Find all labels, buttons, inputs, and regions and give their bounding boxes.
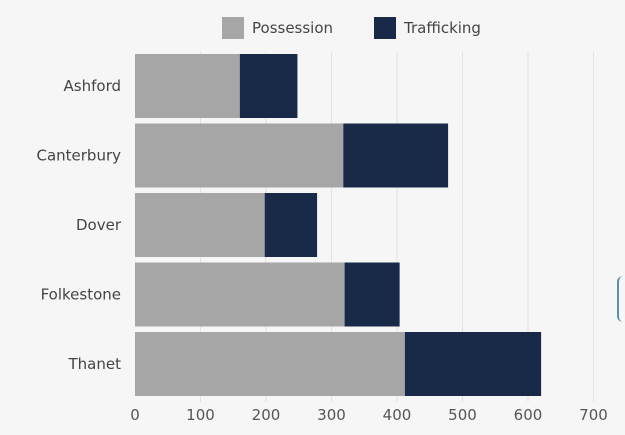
legend-label-possession: Possession xyxy=(252,19,333,37)
category-label-ashford: Ashford xyxy=(64,77,121,95)
x-tick-label-500: 500 xyxy=(448,406,477,424)
bar-possession-dover xyxy=(135,193,265,257)
legend: Possession Trafficking xyxy=(222,17,481,39)
bar-trafficking-canterbury xyxy=(343,123,449,188)
bar-possession-canterbury xyxy=(135,123,344,188)
category-label-canterbury: Canterbury xyxy=(36,147,121,165)
x-tick-label-600: 600 xyxy=(514,406,543,424)
edge-decoration xyxy=(617,276,625,322)
bars xyxy=(135,54,542,396)
x-tick-label-0: 0 xyxy=(130,406,140,424)
legend-swatch-possession xyxy=(222,17,244,39)
legend-swatch-trafficking xyxy=(374,17,396,39)
x-tick-label-700: 700 xyxy=(579,406,608,424)
bar-trafficking-dover xyxy=(264,193,318,257)
legend-label-trafficking: Trafficking xyxy=(403,19,481,37)
bar-trafficking-thanet xyxy=(404,332,542,396)
bar-trafficking-folkestone xyxy=(344,262,400,327)
bar-possession-thanet xyxy=(135,332,405,396)
x-tick-label-200: 200 xyxy=(252,406,281,424)
category-label-folkestone: Folkestone xyxy=(41,286,121,304)
bar-possession-folkestone xyxy=(135,262,345,327)
bar-possession-ashford xyxy=(135,54,240,118)
category-label-dover: Dover xyxy=(76,216,122,234)
bar-trafficking-ashford xyxy=(239,54,298,118)
x-tick-label-400: 400 xyxy=(383,406,412,424)
x-tick-label-100: 100 xyxy=(186,406,215,424)
value-axis: 0 100 200 300 400 500 600 700 xyxy=(130,406,608,424)
x-tick-label-300: 300 xyxy=(317,406,346,424)
category-label-thanet: Thanet xyxy=(68,355,122,373)
category-axis: Ashford Canterbury Dover Folkestone Thanet xyxy=(36,77,121,373)
